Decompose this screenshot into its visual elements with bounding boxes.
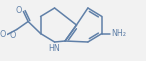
Text: NH₂: NH₂: [111, 29, 126, 38]
Text: O: O: [9, 30, 16, 40]
Text: O: O: [0, 30, 6, 39]
Text: HN: HN: [49, 44, 60, 53]
Text: O: O: [15, 6, 21, 15]
